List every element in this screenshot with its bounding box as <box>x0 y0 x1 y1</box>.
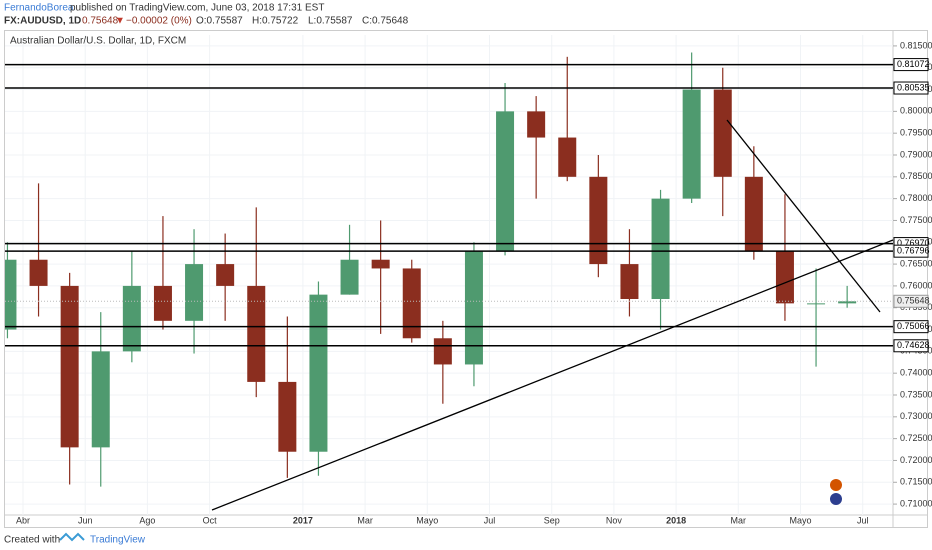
x-tick-label: Oct <box>203 515 218 525</box>
x-tick-label: Mar <box>731 515 747 525</box>
candle-body <box>60 285 79 448</box>
y-tick-label: 0.77500 <box>900 215 932 225</box>
candle-body <box>496 111 515 251</box>
x-tick-label: 2017 <box>293 515 313 525</box>
x-tick-label: Mar <box>357 515 373 525</box>
candle-body <box>558 137 577 177</box>
y-tick-label: 0.73000 <box>900 411 932 421</box>
x-tick-label: Mayo <box>416 515 438 525</box>
candle-body <box>340 259 359 295</box>
last-price-box <box>893 294 929 308</box>
y-tick-label: 0.72500 <box>900 433 932 443</box>
candle-body <box>620 264 639 299</box>
candle-body <box>122 285 141 352</box>
event-icon[interactable] <box>830 479 842 491</box>
candle-body <box>5 259 17 330</box>
y-tick-label: 0.81500 <box>900 40 932 50</box>
y-tick-label: 0.73500 <box>900 389 932 399</box>
x-tick-label: Abr <box>16 515 30 525</box>
level-label: 0.76970 <box>897 238 930 248</box>
candle-body <box>807 303 826 305</box>
logo <box>59 532 85 542</box>
change: −0.00002 (0%) <box>126 16 192 27</box>
trend-line <box>726 119 881 313</box>
candle-body <box>371 259 390 269</box>
y-tick-label: 0.80000 <box>900 106 932 116</box>
y-tick-label: 0.76000 <box>900 280 932 290</box>
level-label-box <box>893 320 929 334</box>
down-arrow: ▼ <box>115 16 125 27</box>
candle-body <box>185 264 204 321</box>
candle-body <box>216 264 235 286</box>
y-tick-label: 0.79000 <box>900 149 932 159</box>
x-tick-label: Jul <box>857 515 869 525</box>
y-tick-label: 0.78500 <box>900 171 932 181</box>
x-tick-label: Jun <box>78 515 93 525</box>
level-label-box <box>893 339 929 353</box>
x-tick-label: Nov <box>606 515 623 525</box>
footer-created: Created with <box>4 535 60 546</box>
candle-body <box>838 301 857 304</box>
candle-body <box>309 294 328 452</box>
chart-title: Australian Dollar/U.S. Dollar, 1D, FXCM <box>10 36 186 47</box>
y-tick-label: 0.71500 <box>900 477 932 487</box>
candle-body <box>433 338 452 365</box>
candle-body <box>775 251 794 304</box>
level-label: 0.80535 <box>897 82 930 92</box>
level-label-box <box>893 244 929 258</box>
candle-body <box>91 351 110 448</box>
candle-body <box>29 259 48 286</box>
candle-body <box>713 89 732 177</box>
published: published on TradingView.com, June 03, 2… <box>70 3 324 14</box>
ohlc-high: H:0.75722 <box>252 16 299 27</box>
level-label: 0.81072 <box>897 59 930 69</box>
candle-body <box>402 268 421 339</box>
trend-line <box>211 239 894 511</box>
candle-body <box>464 251 483 365</box>
ohlc-low: L:0.75587 <box>308 16 353 27</box>
y-tick-label: 0.71000 <box>900 498 932 508</box>
last-price-label: 0.75648 <box>897 296 930 306</box>
level-label-box <box>893 81 929 95</box>
candle-body <box>247 285 266 382</box>
level-label: 0.76796 <box>897 246 930 256</box>
x-tick-label: Mayo <box>789 515 811 525</box>
y-tick-label: 0.79500 <box>900 128 932 138</box>
level-label: 0.74628 <box>897 340 930 350</box>
y-tick-label: 0.72000 <box>900 455 932 465</box>
y-tick-label: 0.76500 <box>900 258 932 268</box>
author[interactable]: FernandoBorea <box>4 3 74 14</box>
ohlc-open: O:0.75587 <box>196 16 243 27</box>
level-label-box <box>893 58 929 72</box>
level-label: 0.75066 <box>897 321 930 331</box>
chart-frame <box>4 30 928 528</box>
y-tick-label: 0.78000 <box>900 193 932 203</box>
candle-body <box>527 111 546 138</box>
x-tick-label: Jul <box>484 515 496 525</box>
event-icon[interactable] <box>830 493 842 505</box>
x-tick-label: 2018 <box>666 515 686 525</box>
x-tick-label: Sep <box>544 515 560 525</box>
candle-body <box>278 381 297 452</box>
ohlc-close: C:0.75648 <box>362 16 409 27</box>
candle-body <box>153 285 172 321</box>
candle-body <box>589 176 608 265</box>
symbol: FX:AUDUSD, 1D <box>4 16 81 27</box>
candle-body <box>682 89 701 199</box>
x-tick-label: Ago <box>139 515 155 525</box>
candle-body <box>651 198 670 299</box>
candle-body <box>744 176 763 251</box>
y-tick-label: 0.74000 <box>900 368 932 378</box>
footer-brand[interactable]: TradingView <box>90 535 146 546</box>
last: 0.75648 <box>82 16 119 27</box>
